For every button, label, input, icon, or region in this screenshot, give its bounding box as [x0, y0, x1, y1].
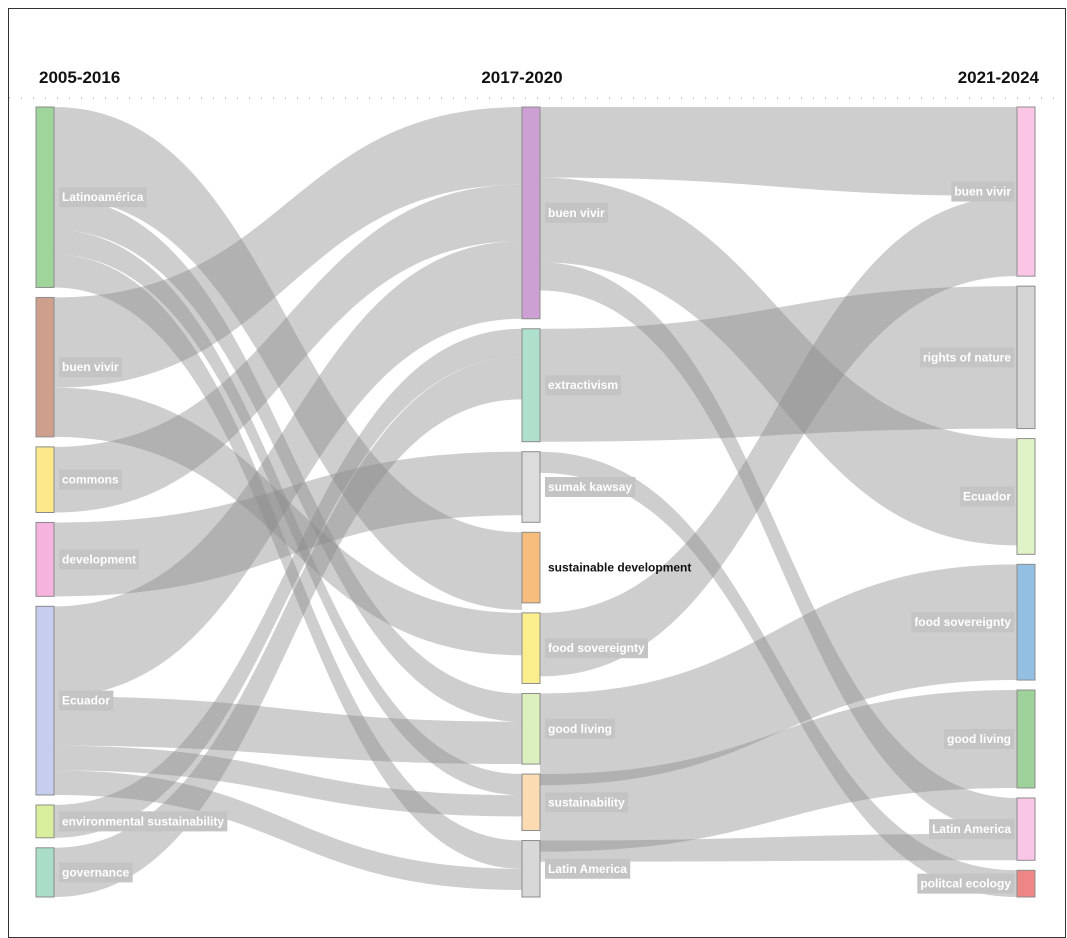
node-c_good[interactable]	[1016, 689, 1036, 789]
node-label-bg-b_extr	[545, 375, 622, 396]
node-label-bg-a_latino	[59, 187, 147, 208]
flow-link-b_buen-c_buen[interactable]	[540, 107, 1017, 197]
node-label-b_buen: buen vivir	[548, 206, 605, 220]
node-a_dev[interactable]	[35, 522, 55, 597]
node-label-bg-c_ecuador	[959, 486, 1015, 507]
period-header-2: 2017-2020	[481, 68, 562, 87]
sankey-frame: 2005-2016 2017-2020 2021-2024 Latinoamér…	[8, 8, 1066, 938]
node-label-b_food: food sovereignty	[548, 641, 645, 655]
node-b_susty[interactable]	[521, 773, 541, 832]
period-headers: 2005-2016 2017-2020 2021-2024	[39, 68, 1040, 87]
sankey-diagram: 2005-2016 2017-2020 2021-2024 Latinoamér…	[9, 68, 1065, 898]
node-b_latin[interactable]	[521, 840, 541, 898]
node-label-bg-a_gov	[59, 862, 133, 883]
node-label-bg-b_latin	[545, 858, 631, 879]
node-label-c_buen: buen vivir	[954, 185, 1011, 199]
node-label-a_commons: commons	[62, 473, 119, 487]
node-label-bg-b_buen	[545, 202, 609, 223]
node-a_commons[interactable]	[35, 446, 55, 514]
node-label-bg-a_ecuador	[59, 690, 114, 711]
node-label-bg-b_susty	[545, 792, 629, 813]
node-a_buen[interactable]	[35, 296, 55, 438]
node-b_sumak[interactable]	[521, 451, 541, 523]
node-label-a_latino: Latinoamérica	[62, 190, 144, 204]
flow-link-b_latin-c_latin[interactable]	[540, 833, 1017, 862]
flow-link-a_latino-b_susty[interactable]	[54, 230, 522, 796]
node-label-bg-c_rights	[919, 347, 1015, 368]
node-b_sust[interactable]	[521, 531, 541, 604]
flow-link-a_latino-b_good[interactable]	[54, 197, 522, 722]
flow-link-a_commons-b_buen[interactable]	[54, 184, 522, 513]
node-label-a_ecuador: Ecuador	[62, 694, 110, 708]
node-c_buen[interactable]	[1016, 106, 1036, 277]
node-c_latin[interactable]	[1016, 797, 1036, 861]
node-label-c_rights: rights of nature	[923, 350, 1011, 364]
node-c_ecuador[interactable]	[1016, 438, 1036, 555]
flow-link-b_food-c_buen[interactable]	[540, 196, 1017, 677]
node-label-bg-b_sumak	[545, 477, 636, 497]
node-a_env[interactable]	[35, 804, 55, 839]
node-label-bg-c_food	[911, 612, 1015, 633]
node-label-bg-c_good	[944, 729, 1014, 750]
node-label-bg-a_dev	[59, 549, 140, 570]
flow-link-a_ecuador-b_susty[interactable]	[54, 745, 522, 817]
node-label-a_env: environmental sustainability	[62, 814, 224, 828]
node-label-c_food: food sovereignty	[914, 615, 1011, 629]
node-label-c_latin: Latin America	[932, 822, 1011, 836]
node-label-bg-c_buen	[951, 181, 1015, 202]
flow-link-b_sumak-c_pol[interactable]	[540, 451, 1017, 897]
flow-link-b_buen-c_latin[interactable]	[540, 262, 1017, 834]
node-label-bg-b_good	[545, 718, 615, 739]
node-label-c_pol: politcal ecology	[920, 877, 1011, 891]
flow-link-a_latino-b_sust[interactable]	[54, 107, 522, 610]
flow-link-b_good-c_food[interactable]	[540, 564, 1017, 786]
node-c_food[interactable]	[1016, 563, 1036, 681]
flow-links	[54, 107, 1017, 897]
flow-link-a_dev-b_sumak[interactable]	[54, 451, 522, 597]
node-label-c_good: good living	[947, 732, 1011, 746]
node-label-bg-b_food	[545, 638, 649, 659]
node-label-a_gov: governance	[62, 865, 130, 879]
node-b_food[interactable]	[521, 612, 541, 684]
node-label-b_sust: sustainable development	[548, 561, 691, 575]
node-bars	[35, 106, 1036, 898]
node-label-bg-c_pol	[917, 873, 1015, 894]
node-label-b_good: good living	[548, 722, 612, 736]
flow-link-a_gov-b_extr[interactable]	[54, 357, 522, 897]
node-c_rights[interactable]	[1016, 285, 1036, 430]
node-label-b_latin: Latin America	[548, 862, 627, 876]
node-label-bg-a_buen	[59, 357, 123, 378]
node-label-c_ecuador: Ecuador	[963, 489, 1011, 503]
flow-link-a_buen-b_buen[interactable]	[54, 107, 522, 388]
node-label-a_buen: buen vivir	[62, 360, 119, 374]
node-label-b_susty: sustainability	[548, 795, 625, 809]
node-label-bg-a_env	[59, 811, 228, 832]
node-label-bg-c_latin	[929, 819, 1015, 840]
node-b_buen[interactable]	[521, 106, 541, 320]
flow-link-a_ecuador-b_latin[interactable]	[54, 770, 522, 890]
node-label-b_sumak: sumak kawsay	[548, 480, 632, 494]
flow-link-b_buen-c_ecuador[interactable]	[540, 177, 1017, 546]
node-a_latino[interactable]	[35, 106, 55, 288]
node-label-b_extr: extractivism	[548, 378, 618, 392]
node-label-a_dev: development	[62, 552, 136, 566]
flow-link-b_susty-c_good[interactable]	[540, 690, 1017, 852]
flow-link-a_ecuador-b_good[interactable]	[54, 696, 522, 765]
node-label-bg-a_commons	[59, 469, 123, 490]
node-c_pol[interactable]	[1016, 869, 1036, 898]
period-header-1: 2005-2016	[39, 68, 120, 87]
flow-link-b_extr-c_rights[interactable]	[540, 286, 1017, 442]
flow-link-a_buen-b_food[interactable]	[54, 387, 522, 656]
node-a_ecuador[interactable]	[35, 605, 55, 796]
node-labels: Latinoamérica buen vivir commons developmen…	[59, 181, 1015, 894]
flow-link-a_ecuador-b_buen[interactable]	[54, 241, 522, 697]
node-a_gov[interactable]	[35, 847, 55, 898]
node-b_extr[interactable]	[521, 328, 541, 443]
node-b_good[interactable]	[521, 692, 541, 765]
flow-link-a_env-b_extr[interactable]	[54, 328, 522, 838]
flow-link-a_latino-b_latin[interactable]	[54, 254, 522, 869]
period-header-3: 2021-2024	[958, 68, 1040, 87]
